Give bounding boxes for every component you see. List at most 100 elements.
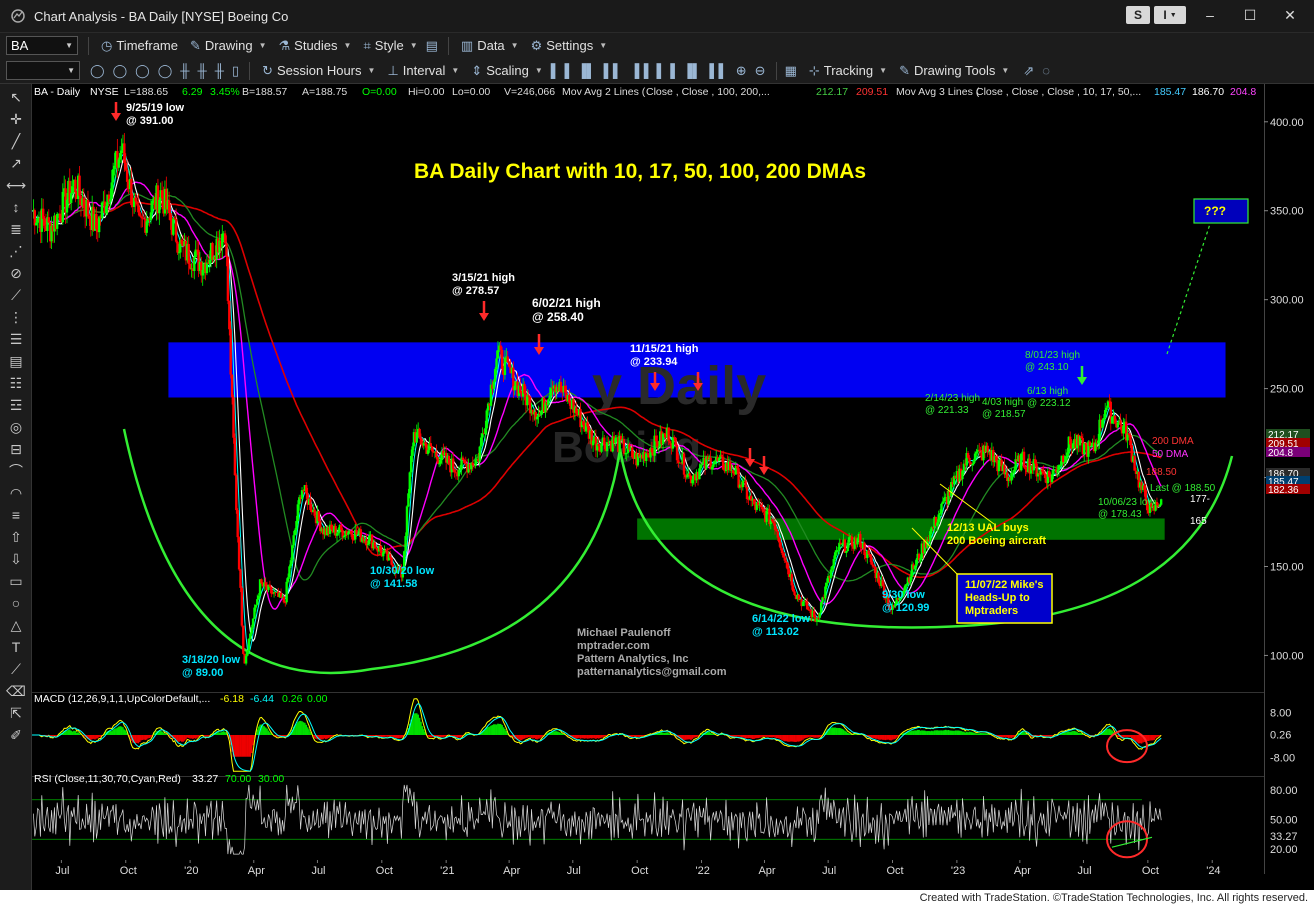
- text-tool-icon[interactable]: T: [11, 639, 21, 655]
- ellipse-icon[interactable]: ○: [11, 595, 21, 611]
- export-icon[interactable]: ⇗: [1023, 62, 1035, 78]
- candle-icon[interactable]: ▯: [231, 62, 240, 78]
- symbol-input[interactable]: BA ▼: [6, 36, 78, 55]
- bars-icon[interactable]: ▌▐: [656, 63, 675, 78]
- settings-menu[interactable]: ⚙ Settings ▼: [530, 37, 608, 54]
- ruler-icon[interactable]: ⟋: [11, 661, 21, 677]
- tracking-menu[interactable]: ⊹ Tracking ▼: [808, 62, 888, 79]
- price-candle: [534, 411, 537, 420]
- i-button[interactable]: I ▼: [1154, 6, 1186, 24]
- bars-icon[interactable]: ▌▌: [603, 63, 623, 78]
- price-candle: [506, 356, 509, 363]
- price-candle: [39, 217, 42, 232]
- bars-icon[interactable]: ▐▌: [682, 63, 702, 78]
- maximize-button[interactable]: ☐: [1243, 6, 1257, 23]
- arc-icon[interactable]: ◠: [9, 485, 23, 501]
- price-candle: [1154, 501, 1157, 511]
- price-candle: [656, 441, 659, 448]
- bars-icon[interactable]: ▐▌: [577, 63, 596, 78]
- channel-icon[interactable]: ⋰: [9, 243, 23, 259]
- circle-icon[interactable]: ◯: [157, 62, 173, 78]
- fib-time-icon[interactable]: ☷: [9, 375, 23, 391]
- bars-icon[interactable]: ▌▐: [550, 63, 570, 78]
- chat-icon[interactable]: ◌: [1042, 63, 1050, 78]
- price-candle: [188, 264, 192, 269]
- trendline-icon[interactable]: ╱: [11, 133, 21, 149]
- bars-icon[interactable]: ▌▌: [709, 63, 728, 78]
- annotation-text: 200 DMA: [1152, 436, 1194, 447]
- eraser-icon[interactable]: ✐: [10, 727, 22, 743]
- rectangle-icon[interactable]: ▭: [9, 573, 23, 589]
- price-candle: [1115, 423, 1118, 428]
- price-candle: [305, 485, 308, 494]
- horizontal-line-icon[interactable]: ⟷: [6, 177, 27, 193]
- arrow-down-icon[interactable]: ⇩: [10, 551, 22, 567]
- price-candle: [1031, 466, 1034, 471]
- price-candle: [271, 593, 274, 595]
- annotation-text: 12/13 UAL buys: [947, 522, 1029, 534]
- bar-type-icon[interactable]: ╫: [197, 63, 207, 78]
- price-candle: [980, 450, 984, 461]
- delete-drawing-icon[interactable]: ⌫: [6, 683, 26, 699]
- gear-icon: ⚙: [530, 37, 543, 53]
- bar-type-icon[interactable]: ╫: [214, 63, 224, 78]
- price-candle: [994, 456, 998, 462]
- arrow-up-icon[interactable]: ⇧: [10, 529, 22, 545]
- price-candle: [457, 470, 460, 477]
- bars-icon[interactable]: ▐▐: [630, 63, 649, 78]
- circle-icon[interactable]: ◯: [112, 62, 128, 78]
- fib-retracement-icon[interactable]: ☰: [9, 331, 23, 347]
- price-candle: [804, 600, 807, 602]
- price-candle: [411, 446, 414, 456]
- crosshair-icon[interactable]: ✛: [10, 111, 22, 127]
- expand-icon[interactable]: ⇱: [10, 705, 22, 721]
- price-candle: [300, 490, 304, 499]
- studies-menu[interactable]: ⚗ Studies ▼: [278, 37, 352, 54]
- style-menu[interactable]: ⌗ Style ▼: [363, 37, 418, 54]
- andrews-icon[interactable]: ☲: [9, 397, 23, 413]
- circle-icon[interactable]: ◯: [135, 62, 150, 78]
- circle-icon[interactable]: ◯: [90, 62, 105, 78]
- data-menu[interactable]: ▥ Data ▼: [460, 37, 519, 54]
- speed-line-icon[interactable]: ⟋: [11, 287, 21, 303]
- text-line-icon[interactable]: ≡: [11, 507, 21, 523]
- annotation-text: @ 141.58: [370, 578, 417, 590]
- price-candle: [148, 218, 151, 221]
- price-candle: [146, 218, 150, 222]
- price-candle: [225, 243, 228, 257]
- price-candle: [184, 240, 188, 261]
- price-candle: [586, 422, 589, 427]
- triangle-icon[interactable]: △: [10, 617, 22, 633]
- price-candle: [348, 531, 351, 533]
- scaling-menu[interactable]: ⇕ Scaling ▼: [471, 62, 543, 79]
- close-button[interactable]: ✕: [1284, 6, 1296, 23]
- bar-type-icon[interactable]: ╫: [180, 63, 190, 78]
- price-candle: [528, 396, 532, 414]
- timeframe-menu[interactable]: ◷ Timeframe: [101, 37, 178, 54]
- pointer-icon[interactable]: ↖: [10, 89, 22, 105]
- layout-icon[interactable]: ▤: [425, 37, 438, 53]
- grid-icon[interactable]: ▦: [784, 62, 797, 78]
- zoom-out-icon[interactable]: ⊖: [754, 62, 766, 78]
- zoom-in-icon[interactable]: ⊕: [735, 62, 747, 78]
- fib-extension-icon[interactable]: ▤: [9, 353, 23, 369]
- drawing-tools-menu[interactable]: ✎ Drawing Tools ▼: [899, 62, 1010, 79]
- price-candle: [626, 444, 630, 454]
- interval-menu[interactable]: ⊥ Interval ▼: [387, 62, 460, 79]
- ellipse-tool-icon[interactable]: ⌒: [9, 463, 23, 479]
- fib-fan-icon[interactable]: ⋮: [9, 309, 23, 325]
- chart-area[interactable]: y Daily Boeing BA - Daily NYSE L=188.65 6.29…: [32, 84, 1314, 890]
- cycle-icon[interactable]: ◎: [9, 419, 23, 435]
- s-button[interactable]: S: [1126, 6, 1150, 24]
- workspace-select[interactable]: ▼: [6, 61, 80, 80]
- fibonacci-icon[interactable]: ≣: [10, 221, 22, 237]
- drawing-menu[interactable]: ✎ Drawing ▼: [189, 37, 267, 54]
- arrow-icon[interactable]: ↗: [10, 155, 22, 171]
- regression-icon[interactable]: ⊟: [10, 441, 22, 457]
- price-candle: [221, 233, 224, 248]
- vertical-line-icon[interactable]: ↕: [12, 199, 20, 215]
- session-hours-menu[interactable]: ↻ Session Hours ▼: [262, 62, 376, 79]
- gann-icon[interactable]: ⊘: [10, 265, 22, 281]
- minimize-button[interactable]: –: [1206, 7, 1214, 23]
- annotation-arrow-head: [479, 313, 489, 321]
